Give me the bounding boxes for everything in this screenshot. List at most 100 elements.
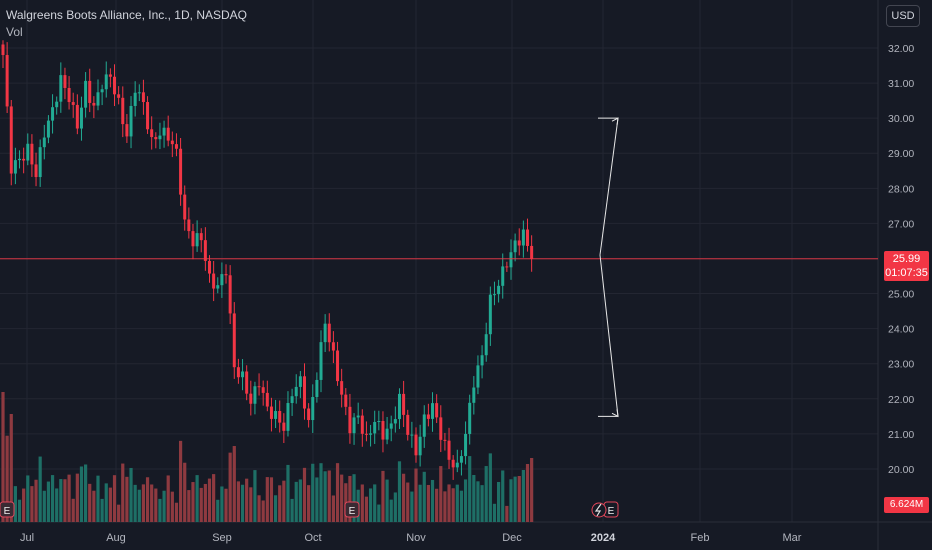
candle bbox=[117, 86, 121, 105]
candle bbox=[356, 402, 360, 425]
volume-bar bbox=[335, 463, 340, 522]
volume-bar bbox=[224, 488, 228, 522]
candle bbox=[443, 432, 447, 451]
volume-bar bbox=[414, 468, 418, 522]
volume-bar bbox=[133, 484, 137, 522]
candle bbox=[228, 265, 232, 325]
volume-indicator-label[interactable]: Vol bbox=[6, 25, 23, 39]
candle bbox=[67, 76, 71, 110]
candle bbox=[439, 405, 443, 453]
volume-bar bbox=[26, 475, 30, 522]
volume-bar bbox=[290, 498, 294, 522]
candle bbox=[183, 185, 187, 231]
volume-bar bbox=[373, 484, 377, 522]
candle bbox=[13, 147, 17, 185]
candle bbox=[59, 62, 63, 113]
time-axis[interactable]: Jul Aug Sep Oct Nov Dec 2024 Feb Mar bbox=[20, 532, 802, 544]
y-tick-label: 31.00 bbox=[888, 78, 914, 90]
volume-bar bbox=[170, 491, 174, 522]
candle bbox=[236, 358, 240, 384]
range-annotation[interactable] bbox=[598, 117, 619, 418]
volume-bar bbox=[55, 488, 59, 522]
volume-bar bbox=[525, 464, 530, 522]
candle bbox=[464, 421, 468, 465]
candle bbox=[406, 409, 410, 441]
candle bbox=[216, 277, 220, 294]
svg-text:E: E bbox=[4, 506, 11, 517]
volume-bar bbox=[212, 474, 216, 522]
candle bbox=[517, 228, 521, 256]
dividend-icon[interactable] bbox=[591, 502, 607, 518]
candle bbox=[26, 133, 30, 166]
volume-bar bbox=[150, 484, 154, 522]
volume-bar bbox=[22, 488, 26, 522]
last-volume-tag: 6.624M bbox=[884, 497, 929, 513]
volume-bar bbox=[38, 456, 42, 522]
candle bbox=[484, 322, 488, 362]
candle bbox=[121, 86, 125, 138]
candle bbox=[360, 409, 364, 447]
symbol-title[interactable]: Walgreens Boots Alliance, Inc., 1D, NASD… bbox=[6, 8, 247, 22]
volume-bar bbox=[364, 496, 369, 522]
y-tick-label: 21.00 bbox=[888, 429, 914, 441]
candle bbox=[199, 228, 203, 253]
candle bbox=[364, 421, 368, 442]
candle bbox=[480, 345, 484, 379]
y-tick-label: 23.00 bbox=[888, 359, 914, 371]
candle bbox=[9, 99, 13, 186]
volume-bar bbox=[158, 498, 162, 522]
volume-bar bbox=[125, 476, 129, 522]
x-tick-label: Feb bbox=[691, 532, 710, 544]
price-axis[interactable]: 32.0031.0030.0029.0028.0027.0026.0025.00… bbox=[888, 43, 914, 476]
lower-arrowhead bbox=[611, 409, 619, 418]
volume-bar bbox=[360, 484, 364, 522]
volume-bar bbox=[183, 462, 187, 522]
upper-arrow-line[interactable] bbox=[599, 118, 619, 256]
candle bbox=[410, 421, 414, 448]
volume-bar bbox=[278, 485, 282, 522]
candle bbox=[414, 427, 418, 463]
candle bbox=[476, 355, 480, 395]
candle bbox=[381, 411, 385, 453]
volume-bar bbox=[327, 470, 331, 522]
candle bbox=[298, 371, 302, 399]
candle bbox=[319, 330, 323, 393]
volume-bar bbox=[472, 474, 476, 522]
x-tick-label: Nov bbox=[406, 532, 426, 544]
volume-bar bbox=[406, 482, 410, 522]
candle bbox=[158, 122, 162, 150]
candle bbox=[42, 124, 46, 160]
candle bbox=[133, 81, 137, 117]
candle bbox=[402, 380, 406, 428]
volume-bar bbox=[1, 392, 5, 522]
volume-bar bbox=[88, 483, 92, 522]
x-tick-label: 2024 bbox=[591, 532, 616, 544]
candle bbox=[84, 72, 88, 118]
currency-button[interactable]: USD bbox=[886, 5, 920, 27]
volume-bar bbox=[368, 488, 373, 522]
candle bbox=[220, 262, 224, 298]
volume-bar bbox=[216, 499, 220, 522]
svg-text:E: E bbox=[608, 506, 615, 517]
earnings-icon[interactable]: E bbox=[344, 501, 360, 518]
volume-bar bbox=[178, 440, 183, 522]
candle bbox=[79, 96, 83, 141]
volume-bar bbox=[9, 413, 13, 522]
candle bbox=[96, 79, 100, 111]
lower-arrow-line[interactable] bbox=[599, 254, 619, 417]
volume-bar bbox=[468, 456, 472, 522]
candle bbox=[249, 380, 253, 416]
volume-bar bbox=[286, 464, 290, 522]
candle bbox=[468, 394, 472, 445]
candle bbox=[232, 302, 236, 379]
candle bbox=[166, 115, 170, 147]
candle bbox=[179, 137, 183, 206]
y-tick-label: 22.00 bbox=[888, 394, 914, 406]
volume-bar bbox=[509, 479, 513, 522]
candle bbox=[224, 264, 228, 284]
volume-bar bbox=[42, 490, 46, 522]
volume-bar bbox=[195, 475, 199, 522]
earnings-icon[interactable]: E bbox=[0, 501, 15, 518]
